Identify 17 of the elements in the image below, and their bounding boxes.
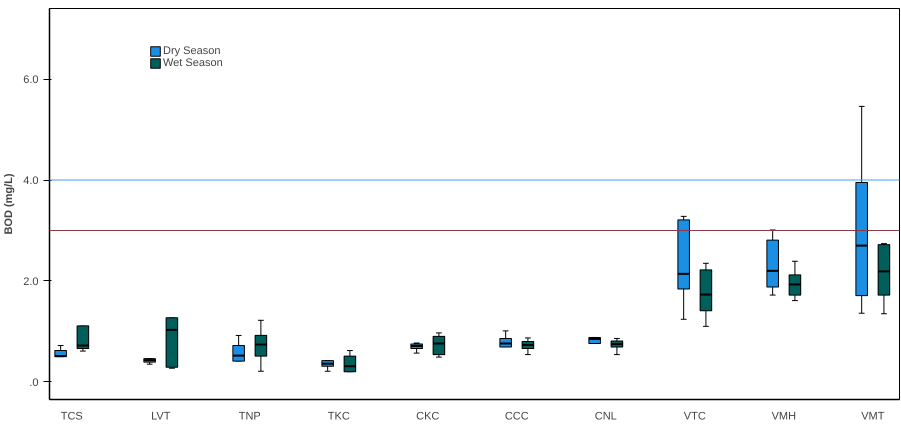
y-axis-title: BOD (mg/L) bbox=[3, 173, 16, 235]
y-tick-label: 6.0 bbox=[23, 74, 39, 86]
x-tick-label: CNL bbox=[594, 410, 617, 422]
x-tick-label: CCC bbox=[504, 410, 529, 422]
x-tick-label: LVT bbox=[151, 410, 171, 422]
y-tick-label: 2.0 bbox=[23, 276, 39, 288]
x-tick-label: VMH bbox=[772, 410, 796, 422]
x-tick-label: VMT bbox=[861, 410, 885, 422]
x-tick-label: CKC bbox=[416, 410, 440, 422]
legend-label: Dry Season bbox=[163, 45, 220, 57]
y-tick-label: 4.0 bbox=[23, 175, 39, 188]
legend-label: Wet Season bbox=[163, 57, 223, 69]
x-tick-label: TCS bbox=[60, 410, 83, 422]
x-tick-label: TKC bbox=[328, 410, 350, 422]
x-tick-label: VTC bbox=[684, 410, 706, 422]
x-tick-label: TNP bbox=[238, 410, 261, 422]
y-tick-label: .0 bbox=[29, 376, 39, 389]
